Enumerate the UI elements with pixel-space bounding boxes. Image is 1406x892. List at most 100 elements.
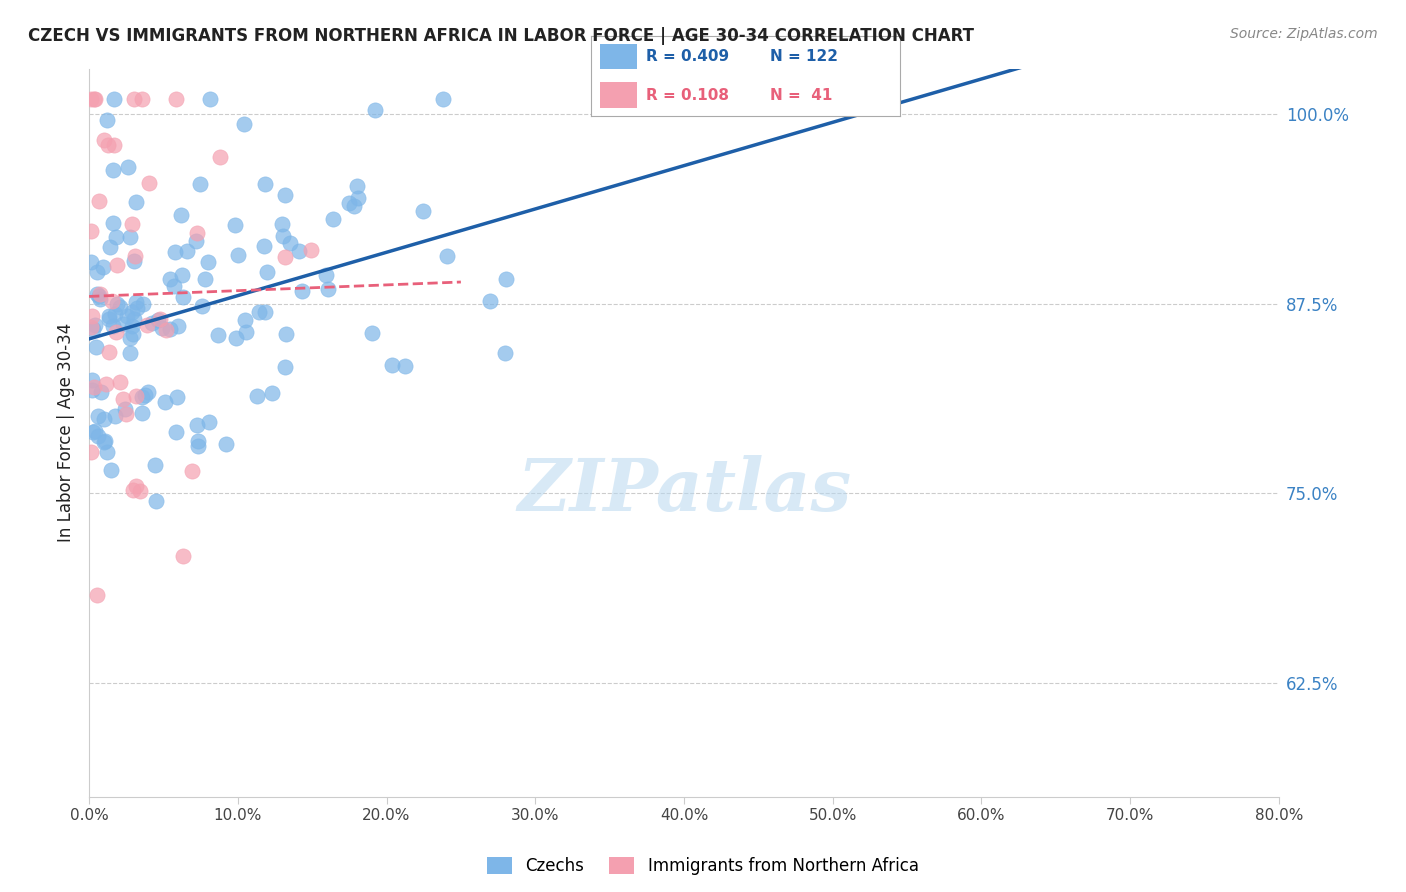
FancyBboxPatch shape bbox=[600, 82, 637, 108]
Point bbox=[224, 218, 246, 232]
Point bbox=[124, 249, 146, 263]
Point bbox=[104, 307, 127, 321]
Point bbox=[105, 259, 128, 273]
Point bbox=[215, 437, 238, 451]
Point bbox=[363, 103, 385, 118]
Point bbox=[82, 425, 104, 440]
Point bbox=[136, 318, 159, 333]
Point bbox=[159, 272, 181, 286]
FancyBboxPatch shape bbox=[600, 44, 637, 70]
Point bbox=[86, 287, 108, 301]
Point bbox=[80, 374, 103, 388]
Point bbox=[100, 463, 122, 477]
Point bbox=[104, 325, 127, 339]
Point bbox=[96, 376, 118, 391]
Point bbox=[254, 177, 277, 191]
Point bbox=[153, 394, 176, 409]
Point bbox=[274, 188, 297, 202]
Point bbox=[198, 92, 221, 106]
Point bbox=[117, 160, 139, 174]
Point bbox=[318, 282, 340, 296]
Point bbox=[121, 304, 143, 318]
Legend: Czechs, Immigrants from Northern Africa: Czechs, Immigrants from Northern Africa bbox=[488, 856, 918, 875]
Point bbox=[247, 304, 270, 318]
Point bbox=[278, 235, 301, 250]
Point bbox=[337, 196, 360, 211]
Point bbox=[89, 286, 111, 301]
Point bbox=[87, 289, 110, 303]
Point bbox=[274, 326, 297, 341]
Point bbox=[93, 412, 115, 426]
Point bbox=[93, 133, 115, 147]
Text: R = 0.409: R = 0.409 bbox=[647, 49, 730, 64]
Point bbox=[80, 320, 103, 334]
Point bbox=[101, 294, 124, 309]
Point bbox=[253, 304, 276, 318]
Point bbox=[291, 284, 314, 298]
Point bbox=[163, 244, 186, 259]
Point bbox=[166, 92, 188, 106]
Point bbox=[479, 294, 502, 309]
Point bbox=[82, 310, 104, 324]
Point bbox=[124, 479, 146, 493]
Point bbox=[166, 390, 188, 404]
Point bbox=[315, 268, 337, 283]
Point bbox=[593, 93, 616, 107]
Point bbox=[181, 464, 204, 478]
Point bbox=[121, 319, 143, 334]
Point bbox=[103, 216, 125, 230]
Point bbox=[274, 360, 297, 375]
Point bbox=[90, 384, 112, 399]
Point bbox=[98, 344, 121, 359]
Point bbox=[125, 295, 148, 310]
Point bbox=[412, 203, 434, 218]
Point bbox=[118, 230, 141, 244]
Point bbox=[84, 92, 107, 106]
Point bbox=[150, 321, 173, 335]
Point bbox=[226, 248, 249, 262]
Point bbox=[122, 326, 145, 341]
Point bbox=[103, 138, 125, 153]
Y-axis label: In Labor Force | Age 30-34: In Labor Force | Age 30-34 bbox=[58, 323, 75, 542]
Point bbox=[79, 255, 101, 269]
Point bbox=[89, 292, 111, 306]
Point bbox=[162, 278, 184, 293]
Point bbox=[93, 435, 115, 450]
Point bbox=[101, 163, 124, 178]
Point bbox=[494, 345, 516, 359]
Point bbox=[186, 226, 208, 240]
Point bbox=[134, 387, 156, 401]
Point bbox=[347, 191, 370, 205]
Point bbox=[97, 137, 120, 152]
Point bbox=[288, 244, 311, 258]
Point bbox=[125, 389, 148, 403]
Point bbox=[190, 299, 212, 313]
Point bbox=[194, 272, 217, 286]
Point bbox=[131, 406, 153, 420]
Point bbox=[184, 234, 207, 248]
Point bbox=[233, 313, 256, 327]
Text: Source: ZipAtlas.com: Source: ZipAtlas.com bbox=[1230, 27, 1378, 41]
Point bbox=[346, 179, 368, 194]
Point bbox=[225, 331, 247, 345]
Point bbox=[114, 402, 136, 417]
Point bbox=[122, 311, 145, 326]
Point bbox=[149, 311, 172, 326]
Point bbox=[172, 290, 194, 304]
Point bbox=[172, 549, 194, 563]
Point bbox=[165, 425, 187, 439]
Point bbox=[260, 386, 283, 401]
Text: N = 122: N = 122 bbox=[770, 49, 838, 64]
Point bbox=[141, 316, 163, 330]
Point bbox=[122, 253, 145, 268]
Point bbox=[131, 92, 153, 106]
Point bbox=[112, 318, 135, 332]
Point bbox=[186, 418, 208, 433]
Point bbox=[271, 229, 294, 244]
Point bbox=[322, 211, 344, 226]
Point bbox=[82, 322, 104, 336]
Point bbox=[103, 92, 125, 106]
Point bbox=[187, 434, 209, 449]
Point bbox=[121, 217, 143, 231]
Point bbox=[80, 92, 103, 106]
